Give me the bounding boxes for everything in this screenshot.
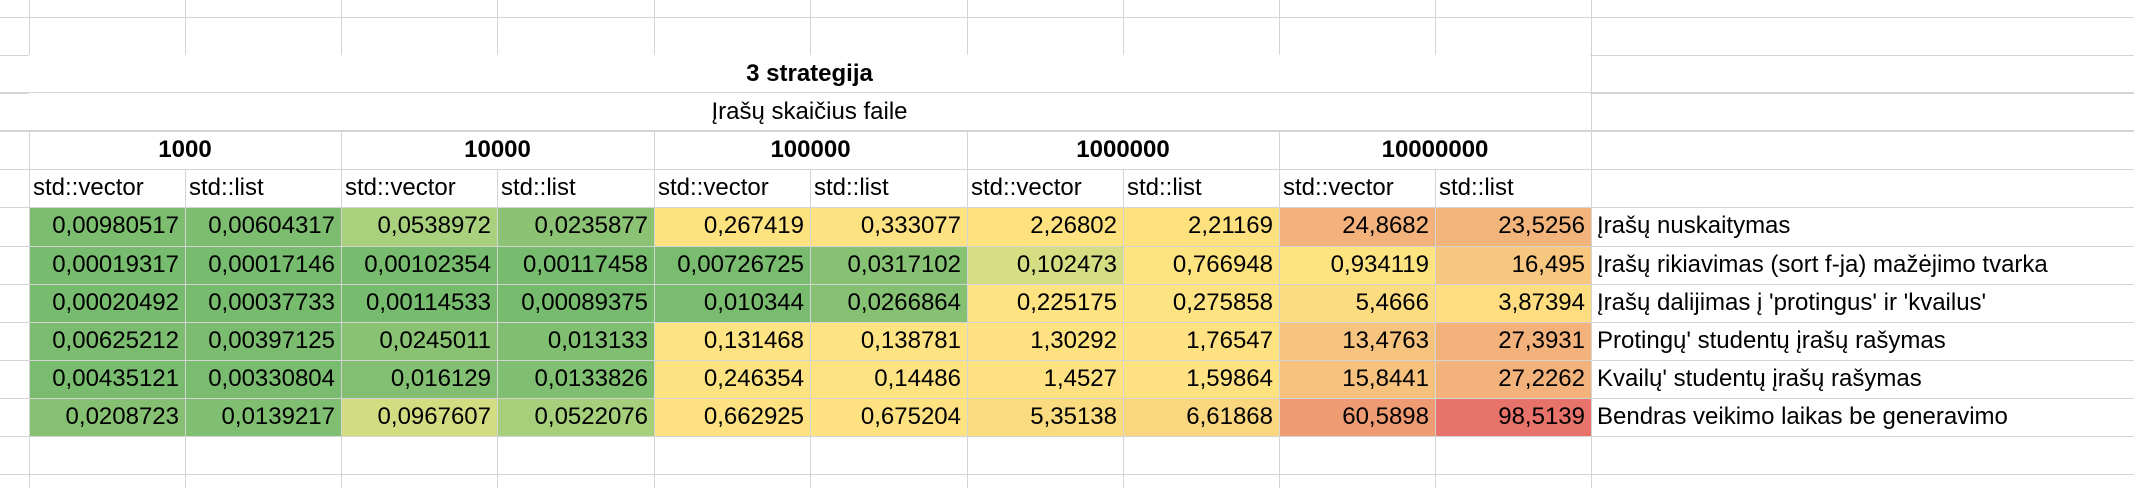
value-cell: 0,246354 [703,365,804,392]
value-cell: 0,013133 [547,327,648,354]
value-cell: 0,138781 [860,327,961,354]
value-cell: 5,4666 [1355,289,1429,316]
value-cell: 0,0208723 [65,403,179,430]
row-label: Įrašų rikiavimas (sort f-ja) mažėjimo tv… [1597,251,2048,278]
value-cell: 0,0133826 [534,365,648,392]
value-cell: 0,00625212 [52,327,179,354]
value-cell: 0,00114533 [365,289,491,316]
record-count-header: 10000 [464,136,531,163]
value-cell: 0,0235877 [534,212,648,239]
value-cell: 23,5256 [1498,212,1585,239]
row-label: Protingų' studentų įrašų rašymas [1597,327,1946,354]
value-cell: 16,495 [1511,251,1585,278]
value-cell: 0,225175 [1016,289,1117,316]
value-cell: 0,131468 [703,327,804,354]
container-header: std::vector [345,174,456,201]
value-cell: 0,00017146 [208,251,335,278]
container-header: std::list [189,174,264,201]
value-cell: 0,00037733 [208,289,335,316]
value-cell: 27,3931 [1498,327,1585,354]
value-cell: 0,102473 [1016,251,1117,278]
value-cell: 5,35138 [1030,403,1117,430]
record-count-header: 100000 [770,136,851,163]
value-cell: 2,26802 [1030,212,1117,239]
container-header: std::list [1127,174,1202,201]
value-cell: 0,0538972 [377,212,491,239]
container-header: std::vector [658,174,769,201]
value-cell: 0,0522076 [534,403,648,430]
value-cell: 0,00604317 [208,212,335,239]
value-cell: 0,00980517 [52,212,179,239]
value-cell: 0,934119 [1330,251,1429,278]
container-header: std::list [1439,174,1514,201]
value-cell: 0,00020492 [52,289,179,316]
value-cell: 0,766948 [1172,251,1273,278]
record-count-header: 1000000 [1076,136,1170,163]
value-cell: 6,61868 [1186,403,1273,430]
value-cell: 0,267419 [703,212,804,239]
table-subtitle: Įrašų skaičius faile [711,98,908,125]
value-cell: 15,8441 [1342,365,1429,392]
table-title: 3 strategija [746,60,873,87]
row-label: Įrašų dalijimas į 'protingus' ir 'kvailu… [1597,289,1987,316]
value-cell: 0,00435121 [52,365,179,392]
value-cell: 0,00102354 [364,251,491,278]
value-cell: 2,21169 [1188,212,1273,239]
value-cell: 0,275858 [1172,289,1273,316]
record-count-header: 10000000 [1381,136,1489,163]
value-cell: 1,4527 [1043,365,1117,392]
value-cell: 0,00726725 [677,251,804,278]
value-cell: 0,0139217 [221,403,335,430]
value-cell: 0,00117458 [522,251,648,278]
value-cell: 98,5139 [1498,403,1585,430]
value-cell: 0,14486 [874,365,961,392]
value-cell: 0,00019317 [52,251,179,278]
value-cell: 0,010344 [703,289,804,316]
value-cell: 0,016129 [390,365,491,392]
container-header: std::list [501,174,576,201]
value-cell: 60,5898 [1342,403,1429,430]
container-header: std::vector [1283,174,1394,201]
value-cell: 27,2262 [1498,365,1585,392]
value-cell: 24,8682 [1342,212,1429,239]
container-header: std::list [814,174,889,201]
container-header: std::vector [33,174,144,201]
value-cell: 1,76547 [1186,327,1273,354]
value-cell: 0,0317102 [847,251,961,278]
value-cell: 0,0245011 [379,327,491,354]
value-cell: 0,675204 [860,403,961,430]
row-label: Įrašų nuskaitymas [1597,212,1791,239]
value-cell: 0,0266864 [847,289,961,316]
value-cell: 0,0967607 [377,403,491,430]
value-cell: 0,00089375 [521,289,648,316]
value-cell: 0,00397125 [208,327,335,354]
container-header: std::vector [971,174,1082,201]
row-label: Bendras veikimo laikas be generavimo [1597,403,2008,430]
value-cell: 3,87394 [1498,289,1585,316]
value-cell: 0,662925 [703,403,804,430]
value-cell: 13,4763 [1342,327,1429,354]
value-cell: 0,333077 [860,212,961,239]
record-count-header: 1000 [158,136,212,163]
row-label: Kvailų' studentų įrašų rašymas [1597,365,1922,392]
value-cell: 1,59864 [1186,365,1273,392]
value-cell: 0,00330804 [208,365,335,392]
value-cell: 1,30292 [1030,327,1117,354]
